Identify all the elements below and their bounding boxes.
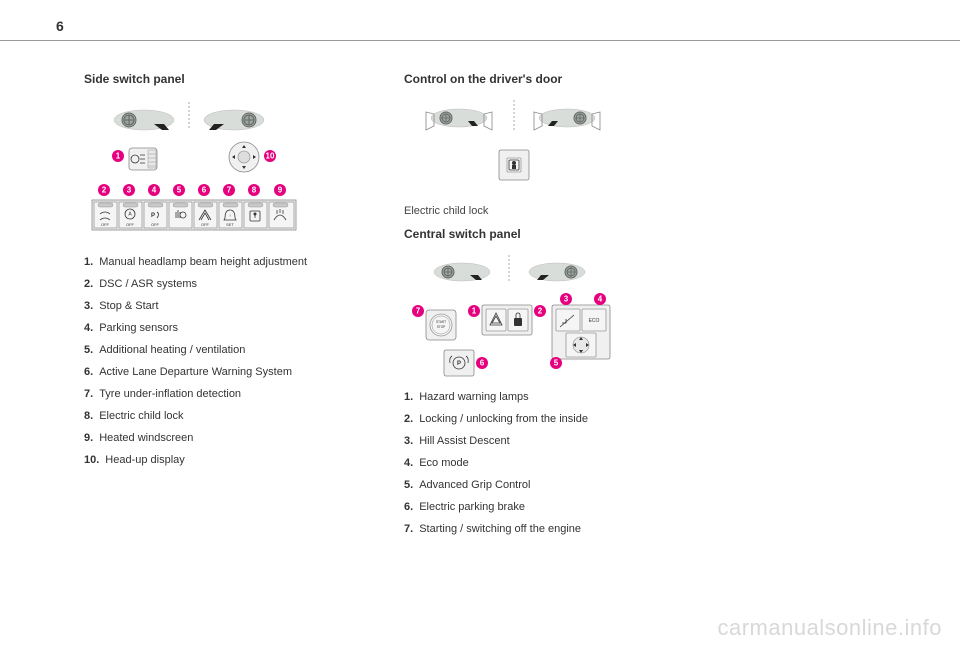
list-item: 10.Head-up display [84, 454, 344, 466]
btn3-label: OFF [126, 222, 135, 227]
callout-2: 2 [538, 307, 543, 316]
list-item: 6.Active Lane Departure Warning System [84, 366, 344, 378]
btn4-label: OFF [151, 222, 160, 227]
child-lock-caption: Electric child lock [404, 205, 664, 217]
list-item: 3.Stop & Start [84, 300, 344, 312]
side-switch-list: 1.Manual headlamp beam height adjustment… [84, 256, 344, 466]
svg-text:9: 9 [278, 186, 283, 195]
svg-text:6: 6 [202, 186, 207, 195]
callout-6: 6 [480, 359, 485, 368]
page-number: 6 [56, 18, 64, 34]
svg-text:4: 4 [152, 186, 157, 195]
svg-text:7: 7 [227, 186, 232, 195]
left-column: Side switch panel [84, 72, 344, 545]
door-control-diagram [404, 100, 624, 195]
right-column: Control on the driver's door [404, 72, 664, 545]
svg-text:3: 3 [127, 186, 132, 195]
callout-1c: 1 [472, 307, 477, 316]
list-item: 5.Advanced Grip Control [404, 479, 664, 491]
svg-text:P: P [457, 361, 461, 367]
svg-text:8: 8 [252, 186, 257, 195]
list-item: 7.Tyre under-inflation detection [84, 388, 344, 400]
list-item: 6.Electric parking brake [404, 501, 664, 513]
list-item: 4.Eco mode [404, 457, 664, 469]
list-item: 7.Starting / switching off the engine [404, 523, 664, 535]
btn6-label: OFF [201, 222, 210, 227]
callout-3: 3 [564, 295, 569, 304]
list-item: 2.DSC / ASR systems [84, 278, 344, 290]
list-item: 3.Hill Assist Descent [404, 435, 664, 447]
list-item: 1.Hazard warning lamps [404, 391, 664, 403]
top-divider [0, 40, 960, 41]
row-callouts: 2 3 4 5 6 7 8 9 [98, 184, 286, 196]
list-item: 2.Locking / unlocking from the inside [404, 413, 664, 425]
list-item: 8.Electric child lock [84, 410, 344, 422]
central-switch-list: 1.Hazard warning lamps 2.Locking / unloc… [404, 391, 664, 535]
door-control-heading: Control on the driver's door [404, 72, 664, 86]
list-item: 9.Heated windscreen [84, 432, 344, 444]
callout-1: 1 [116, 152, 121, 161]
start-label-bottom: STOP [437, 325, 446, 329]
start-label-top: START [436, 320, 446, 324]
btn2-label: OFF [101, 222, 110, 227]
callout-7: 7 [416, 307, 421, 316]
svg-text:5: 5 [177, 186, 182, 195]
callout-4: 4 [598, 295, 603, 304]
svg-text:!: ! [229, 213, 230, 218]
watermark: carmanualsonline.info [717, 615, 942, 641]
central-switch-heading: Central switch panel [404, 227, 664, 241]
btn7-label: SET [226, 222, 234, 227]
central-switch-diagram: START STOP 7 P 6 1 [404, 255, 624, 385]
content-area: Side switch panel [84, 72, 664, 545]
svg-text:2: 2 [102, 186, 107, 195]
callout-5: 5 [554, 359, 559, 368]
side-switch-heading: Side switch panel [84, 72, 344, 86]
side-switch-diagram: 1 10 O [84, 100, 304, 250]
eco-label: ECO [589, 318, 600, 324]
list-item: 1.Manual headlamp beam height adjustment [84, 256, 344, 268]
list-item: 4.Parking sensors [84, 322, 344, 334]
callout-10: 10 [266, 152, 275, 161]
svg-text:P: P [151, 213, 155, 219]
list-item: 5.Additional heating / ventilation [84, 344, 344, 356]
